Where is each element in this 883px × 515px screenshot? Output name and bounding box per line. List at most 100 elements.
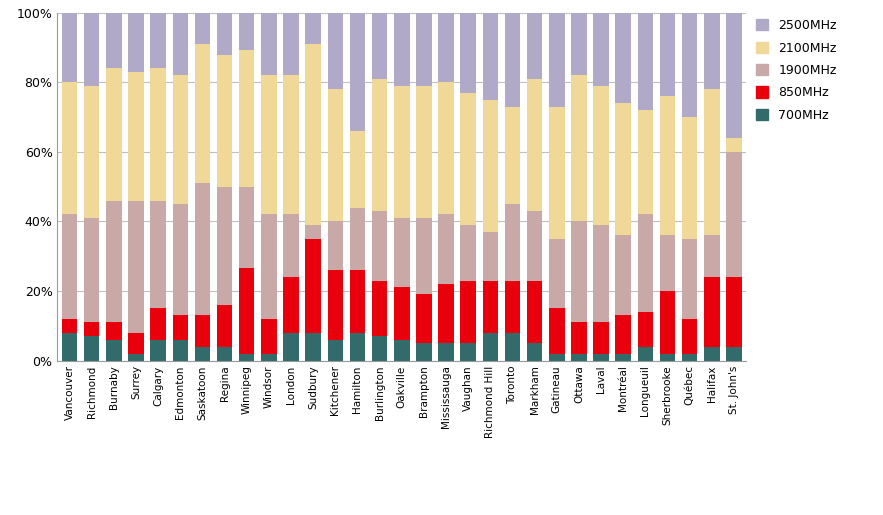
- Bar: [660, 13, 675, 96]
- Bar: [483, 100, 498, 232]
- Bar: [549, 13, 564, 107]
- Bar: [527, 79, 542, 211]
- Bar: [128, 354, 144, 360]
- Bar: [682, 239, 698, 319]
- Bar: [571, 322, 586, 354]
- Bar: [172, 315, 188, 340]
- Bar: [150, 68, 166, 200]
- Bar: [438, 343, 454, 360]
- Bar: [460, 281, 476, 343]
- Bar: [593, 225, 609, 322]
- Bar: [483, 333, 498, 360]
- Bar: [150, 200, 166, 308]
- Bar: [261, 214, 276, 319]
- Bar: [660, 235, 675, 291]
- Bar: [194, 44, 210, 183]
- Bar: [704, 90, 720, 235]
- Bar: [350, 208, 366, 270]
- Bar: [460, 93, 476, 225]
- Bar: [328, 340, 343, 360]
- Bar: [283, 76, 298, 215]
- Bar: [172, 204, 188, 315]
- Bar: [106, 200, 122, 322]
- Bar: [704, 347, 720, 360]
- Bar: [306, 239, 321, 333]
- Bar: [505, 204, 520, 281]
- Bar: [84, 218, 100, 322]
- Bar: [283, 333, 298, 360]
- Bar: [394, 13, 410, 86]
- Bar: [615, 354, 631, 360]
- Bar: [62, 319, 78, 333]
- Bar: [704, 277, 720, 347]
- Bar: [704, 13, 720, 90]
- Bar: [84, 13, 100, 86]
- Bar: [615, 103, 631, 235]
- Bar: [682, 319, 698, 354]
- Bar: [328, 270, 343, 340]
- Bar: [505, 281, 520, 333]
- Bar: [217, 187, 232, 305]
- Bar: [261, 13, 276, 75]
- Bar: [150, 308, 166, 340]
- Bar: [571, 13, 586, 75]
- Bar: [239, 50, 254, 187]
- Bar: [416, 86, 432, 218]
- Bar: [150, 13, 166, 68]
- Bar: [283, 277, 298, 333]
- Bar: [106, 68, 122, 200]
- Bar: [416, 13, 432, 86]
- Bar: [549, 354, 564, 360]
- Bar: [172, 13, 188, 75]
- Bar: [283, 13, 298, 75]
- Bar: [505, 13, 520, 107]
- Bar: [62, 13, 78, 82]
- Bar: [239, 187, 254, 268]
- Bar: [505, 333, 520, 360]
- Bar: [615, 13, 631, 104]
- Bar: [239, 354, 254, 360]
- Bar: [638, 13, 653, 110]
- Bar: [172, 75, 188, 204]
- Bar: [438, 215, 454, 284]
- Bar: [416, 218, 432, 295]
- Bar: [194, 183, 210, 315]
- Bar: [460, 13, 476, 93]
- Bar: [638, 347, 653, 360]
- Bar: [283, 214, 298, 277]
- Bar: [217, 347, 232, 360]
- Bar: [84, 336, 100, 360]
- Bar: [638, 215, 653, 312]
- Bar: [527, 343, 542, 360]
- Bar: [505, 107, 520, 204]
- Bar: [261, 319, 276, 354]
- Bar: [217, 305, 232, 347]
- Bar: [84, 322, 100, 336]
- Bar: [394, 287, 410, 340]
- Bar: [527, 13, 542, 79]
- Bar: [438, 284, 454, 343]
- Bar: [328, 90, 343, 221]
- Bar: [527, 281, 542, 343]
- Bar: [483, 13, 498, 100]
- Bar: [106, 13, 122, 68]
- Bar: [194, 315, 210, 347]
- Bar: [261, 354, 276, 360]
- Bar: [660, 96, 675, 235]
- Bar: [306, 44, 321, 225]
- Bar: [106, 322, 122, 340]
- Bar: [438, 13, 454, 82]
- Bar: [704, 235, 720, 277]
- Bar: [460, 343, 476, 360]
- Bar: [571, 76, 586, 221]
- Bar: [372, 336, 388, 360]
- Bar: [549, 239, 564, 308]
- Bar: [328, 13, 343, 90]
- Bar: [306, 333, 321, 360]
- Bar: [62, 333, 78, 360]
- Bar: [372, 79, 388, 211]
- Bar: [350, 13, 366, 131]
- Bar: [416, 295, 432, 343]
- Bar: [615, 315, 631, 354]
- Bar: [571, 354, 586, 360]
